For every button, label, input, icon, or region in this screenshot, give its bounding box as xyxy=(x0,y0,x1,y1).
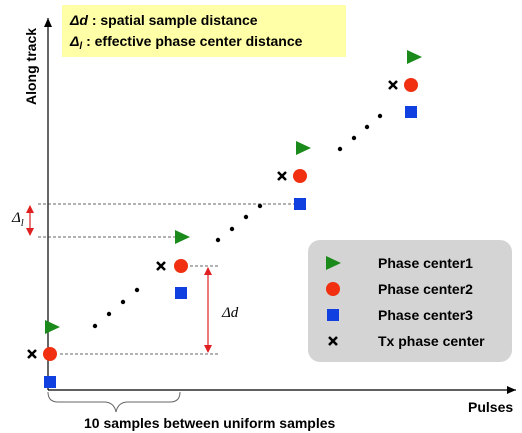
definition-text: : spatial sample distance xyxy=(88,12,258,28)
phase-center2-marker xyxy=(293,169,307,183)
definition-symbol: Δ xyxy=(69,33,79,49)
brace xyxy=(47,391,181,413)
tx-phase-center-marker xyxy=(276,170,288,182)
legend-symbol xyxy=(327,309,339,321)
delta-l-symbol: Δ xyxy=(11,210,21,226)
phase-center1-marker xyxy=(407,50,422,64)
delta-l-label: Δl xyxy=(11,210,24,229)
delta-d-label: Δd xyxy=(221,305,239,321)
definition: Δd : spatial sample distance xyxy=(69,12,258,28)
phase-center1-marker xyxy=(296,141,311,155)
phase-center3-marker xyxy=(175,287,187,299)
definitions-box xyxy=(62,5,346,57)
phase-center3-marker xyxy=(405,106,417,118)
phase-center1-marker xyxy=(45,320,60,334)
definition-subscript: l xyxy=(79,41,82,52)
legend-label: Phase center2 xyxy=(378,281,473,297)
x-axis-label: Pulses xyxy=(468,399,513,415)
sample-dots xyxy=(92,113,383,329)
delta-l-subscript: l xyxy=(21,218,24,229)
legend-label: Phase center1 xyxy=(378,255,473,271)
phase-center3-marker xyxy=(44,376,56,388)
legend-label: Tx phase center xyxy=(378,333,485,349)
tx-phase-center-marker xyxy=(155,260,167,272)
phase-center1-marker xyxy=(175,230,190,244)
legend-box xyxy=(308,240,512,362)
definition: Δl : effective phase center distance xyxy=(69,33,303,52)
tx-phase-center-marker xyxy=(26,348,38,360)
y-axis-label: Along track xyxy=(23,28,39,105)
legend-symbol xyxy=(326,282,340,296)
brace-label: 10 samples between uniform samples xyxy=(84,415,336,431)
phase-center2-marker xyxy=(404,78,418,92)
definition-text: : effective phase center distance xyxy=(82,33,302,49)
tx-phase-center-marker xyxy=(387,79,399,91)
phase-center2-marker xyxy=(43,347,57,361)
definition-symbol: Δd xyxy=(69,12,88,28)
phase-center2-marker xyxy=(174,259,188,273)
phase-center3-marker xyxy=(294,198,306,210)
legend-label: Phase center3 xyxy=(378,307,473,323)
